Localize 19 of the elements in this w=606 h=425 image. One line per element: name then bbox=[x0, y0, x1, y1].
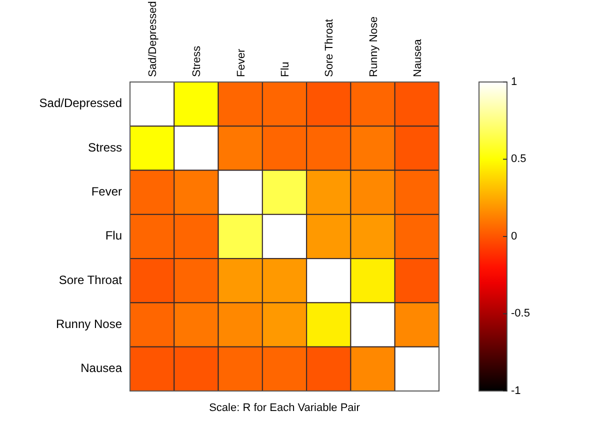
x-tick-label: Runny Nose bbox=[368, 16, 380, 77]
x-tick-label: Stress bbox=[191, 45, 204, 77]
x-tick-label: Fever bbox=[235, 48, 248, 77]
color-bar-label: 0.5 bbox=[511, 153, 526, 166]
x-tick-label: Nausea bbox=[412, 38, 424, 77]
x-tick-label: Flu bbox=[280, 62, 292, 77]
color-bar-label: 0 bbox=[511, 230, 518, 242]
x-tick-label: Sore Throat bbox=[324, 19, 336, 77]
color-bar-label: -0.5 bbox=[511, 308, 530, 320]
x-axis-title: Scale: R for Each Variable Pair bbox=[209, 402, 360, 414]
color-bar-label: 1 bbox=[511, 76, 518, 88]
y-tick-label: Fever bbox=[91, 184, 122, 199]
y-tick-label: Sore Throat bbox=[58, 272, 123, 287]
y-tick-label: Sad/Depressed bbox=[39, 96, 122, 110]
y-tick-label: Stress bbox=[88, 140, 122, 154]
y-tick-label: Nausea bbox=[80, 361, 122, 376]
y-tick-label: Flu bbox=[105, 228, 122, 243]
color-bar-label: -1 bbox=[511, 384, 521, 397]
y-tick-label: Runny Nose bbox=[56, 316, 122, 331]
